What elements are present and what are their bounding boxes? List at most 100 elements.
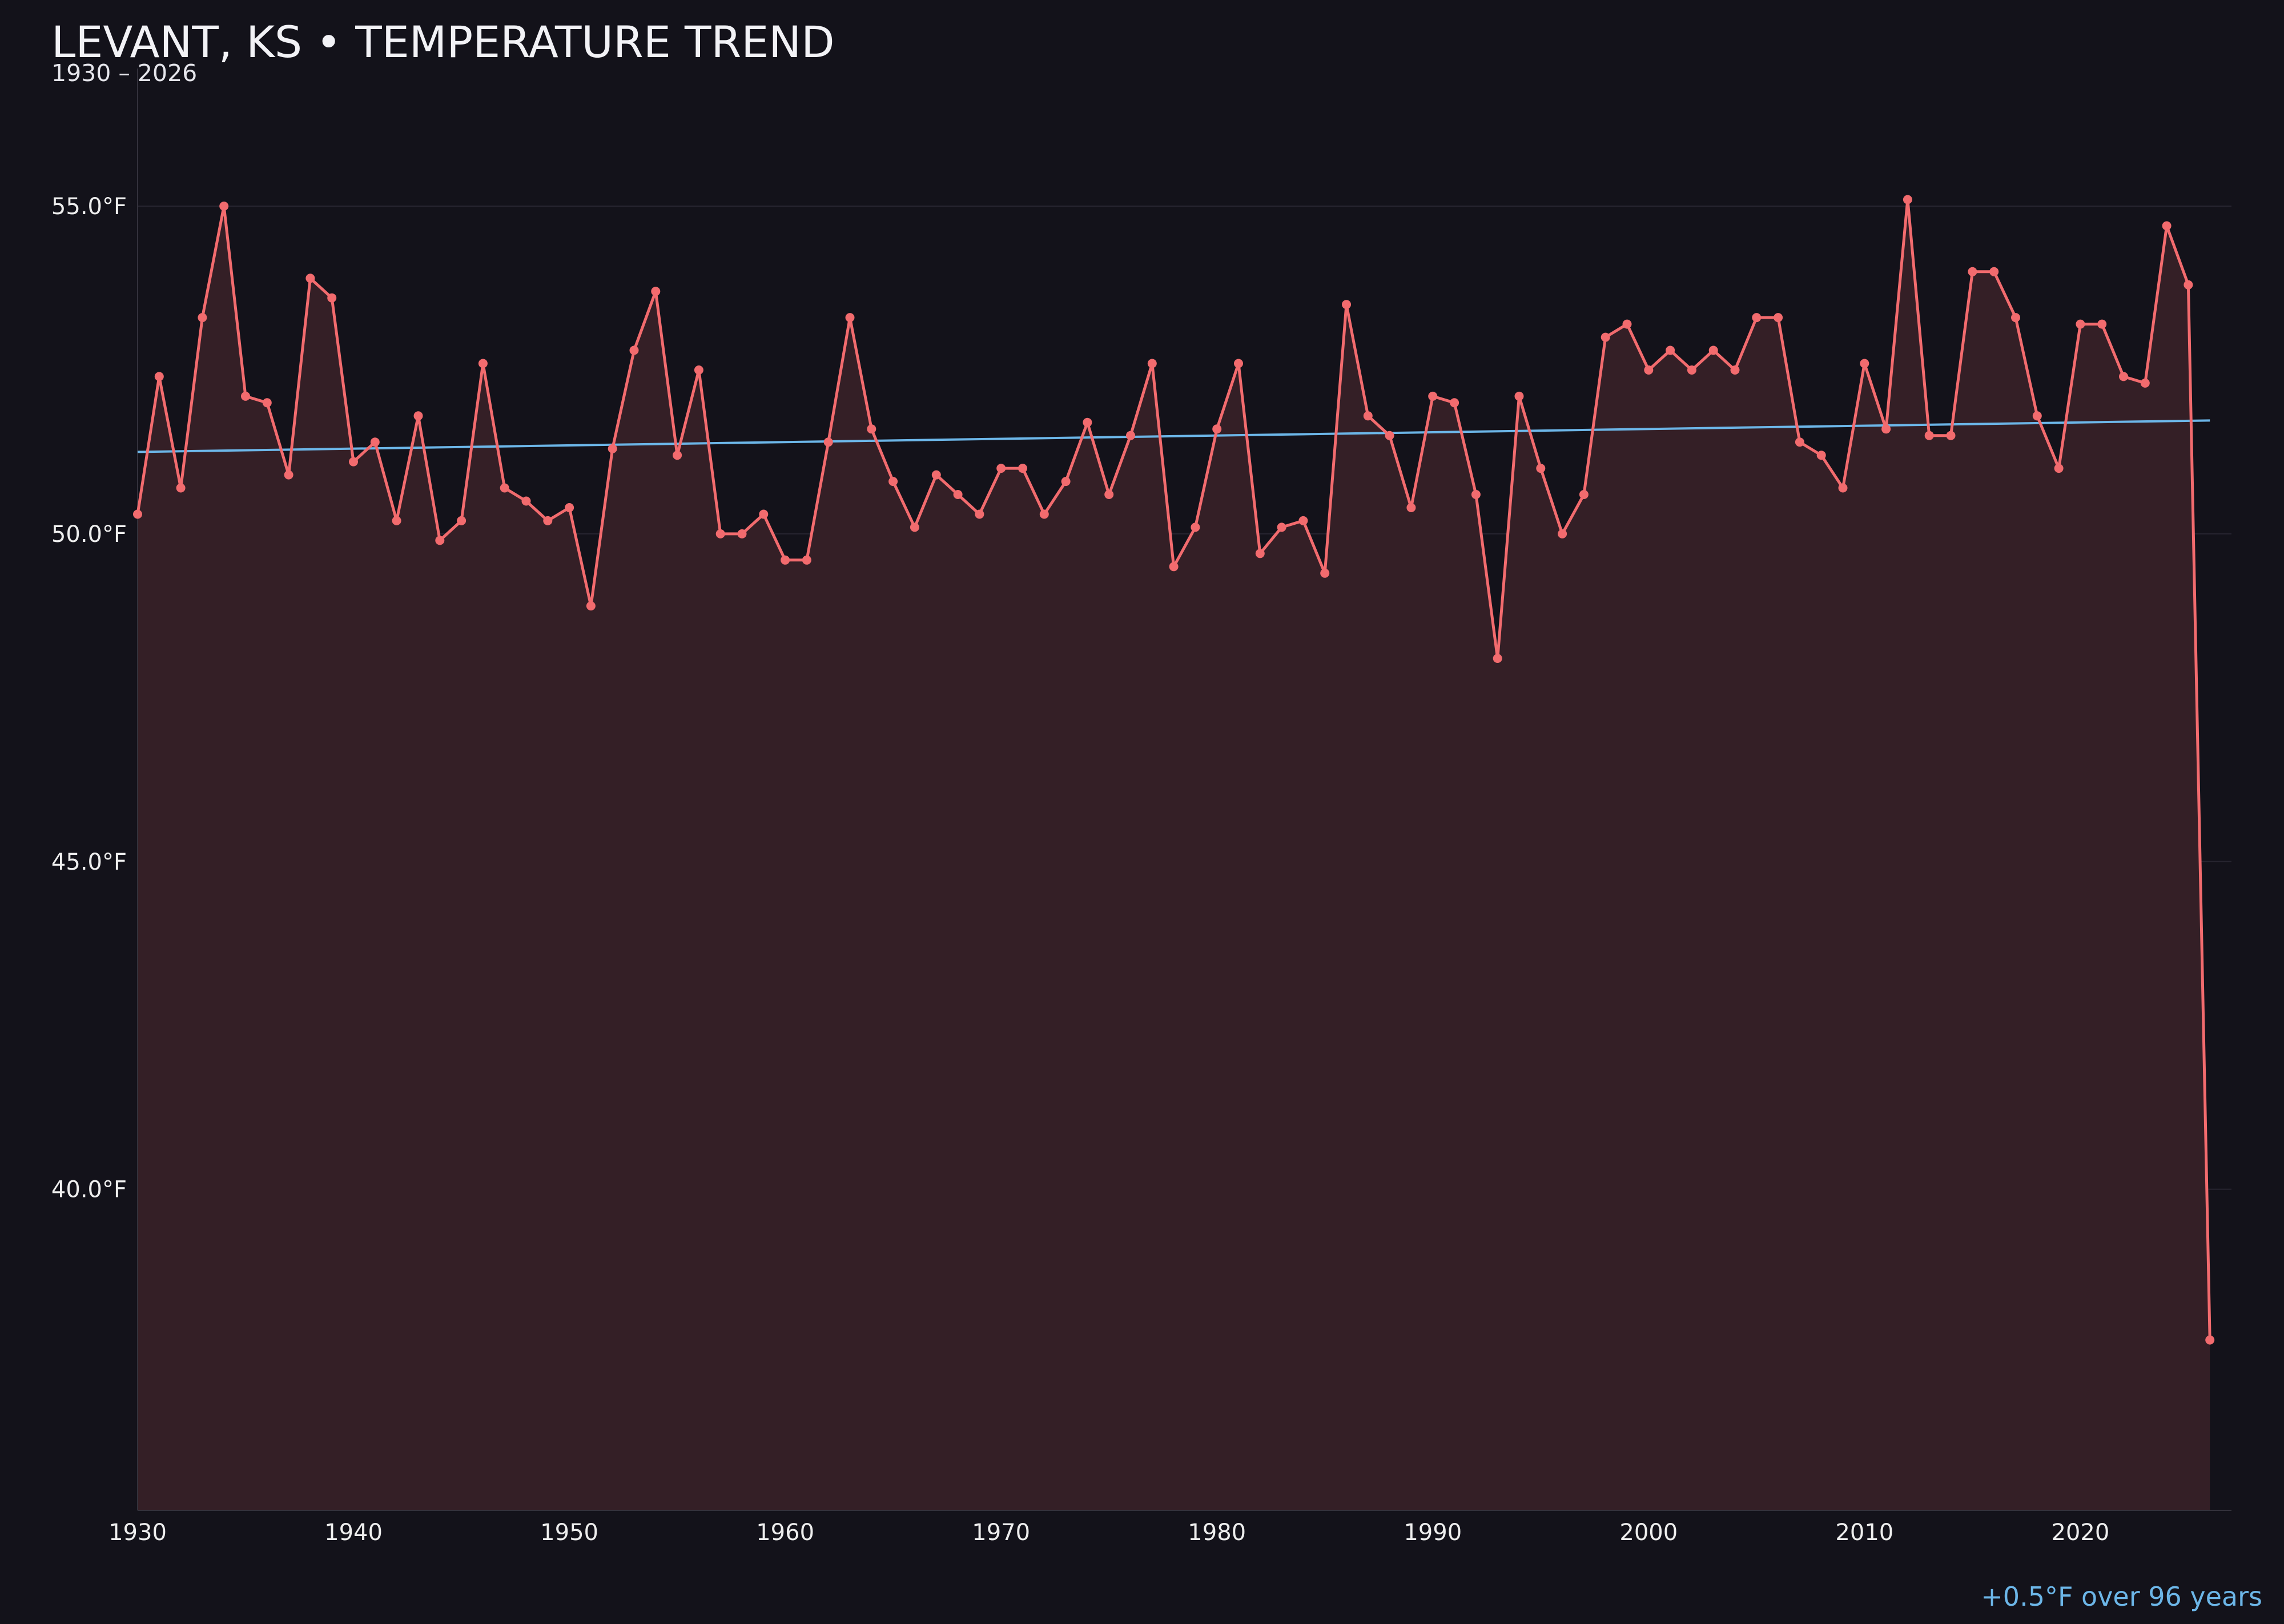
x-tick-label: 1960: [756, 1520, 814, 1546]
data-point: [1622, 319, 1632, 329]
data-point: [1039, 509, 1049, 519]
data-point: [1903, 195, 1912, 204]
chart-title: LEVANT, KS • TEMPERATURE TREND: [51, 17, 835, 67]
data-point: [867, 424, 876, 434]
data-point: [1493, 654, 1502, 663]
data-point: [1838, 483, 1848, 493]
data-point: [1536, 464, 1546, 473]
data-point: [910, 522, 919, 532]
data-point: [133, 509, 142, 519]
data-point: [1471, 490, 1481, 499]
series-area-fill: [138, 199, 2210, 1510]
x-tick-label: 2010: [1835, 1520, 1893, 1546]
data-point: [715, 529, 725, 538]
data-point: [2054, 464, 2064, 473]
data-point: [1860, 359, 1869, 368]
data-point: [1752, 313, 1762, 323]
data-point: [1687, 365, 1696, 375]
data-point: [305, 274, 315, 283]
y-tick-label: 50.0°F: [51, 521, 127, 548]
data-point: [1277, 522, 1286, 532]
data-point: [2032, 411, 2042, 421]
data-point: [1018, 464, 1027, 473]
x-tick-label: 1970: [972, 1520, 1030, 1546]
data-point: [802, 555, 811, 565]
data-point: [953, 490, 963, 499]
x-tick-labels: 1930 1940 1950 1960 1970 1980 1990 2000 2010 2020: [108, 1520, 2109, 1546]
data-point: [1061, 477, 1071, 487]
x-tick-label: 1930: [108, 1520, 167, 1546]
data-point: [2097, 319, 2107, 329]
data-point: [759, 509, 769, 519]
data-point: [1795, 437, 1804, 447]
data-point: [1708, 345, 1718, 355]
data-point: [478, 359, 488, 368]
data-point: [154, 372, 164, 381]
data-point: [888, 477, 898, 487]
data-point: [1363, 411, 1373, 421]
data-point: [521, 496, 531, 506]
data-point: [392, 516, 401, 525]
data-point: [673, 451, 682, 460]
data-point: [565, 503, 574, 512]
data-point: [2076, 319, 2085, 329]
data-point: [651, 287, 661, 296]
chart-subtitle: 1930 – 2026: [51, 59, 197, 87]
y-tick-label: 55.0°F: [51, 194, 127, 220]
data-point: [1320, 568, 1330, 578]
data-point: [1298, 516, 1308, 525]
data-point: [219, 202, 229, 211]
data-point: [629, 345, 639, 355]
data-point: [1881, 424, 1891, 434]
data-point: [1666, 345, 1675, 355]
data-point: [1774, 313, 1783, 323]
data-point: [1255, 549, 1265, 558]
data-point: [1406, 503, 1416, 512]
data-point: [349, 457, 358, 467]
data-point: [737, 529, 747, 538]
data-point: [435, 536, 445, 545]
data-point: [2119, 372, 2128, 381]
data-point: [413, 411, 423, 421]
data-point: [2140, 378, 2150, 388]
data-point: [1234, 359, 1243, 368]
data-point: [1514, 391, 1524, 401]
data-point: [1147, 359, 1157, 368]
y-tick-label: 45.0°F: [51, 849, 127, 875]
x-tick-label: 2000: [1619, 1520, 1678, 1546]
data-point: [1450, 398, 1459, 408]
data-point: [975, 509, 984, 519]
data-point: [457, 516, 467, 525]
data-point: [996, 464, 1006, 473]
data-point: [845, 313, 855, 323]
data-point: [262, 398, 272, 408]
data-point: [2184, 280, 2193, 290]
y-tick-labels: 40.0°F 45.0°F 50.0°F 55.0°F: [51, 194, 127, 1203]
data-point: [1126, 431, 1135, 440]
data-point: [241, 391, 250, 401]
data-point: [1601, 332, 1610, 342]
data-point: [1169, 562, 1179, 572]
data-point: [608, 444, 617, 453]
data-point: [1968, 267, 1977, 276]
data-point: [2162, 221, 2172, 231]
data-point: [2011, 313, 2020, 323]
data-point: [176, 483, 186, 493]
y-tick-label: 40.0°F: [51, 1177, 127, 1203]
data-point: [823, 437, 833, 447]
data-point: [1924, 431, 1934, 440]
x-tick-label: 1940: [324, 1520, 383, 1546]
data-point: [198, 313, 207, 323]
data-point: [1579, 490, 1589, 499]
data-point: [1191, 522, 1200, 532]
data-point: [1212, 424, 1222, 434]
data-point: [1989, 267, 1999, 276]
data-point: [1946, 431, 1956, 440]
x-tick-label: 1990: [1404, 1520, 1462, 1546]
data-point: [543, 516, 553, 525]
x-tick-label: 1980: [1188, 1520, 1246, 1546]
data-point: [1385, 431, 1394, 440]
data-point: [1558, 529, 1567, 538]
data-point: [694, 365, 703, 375]
